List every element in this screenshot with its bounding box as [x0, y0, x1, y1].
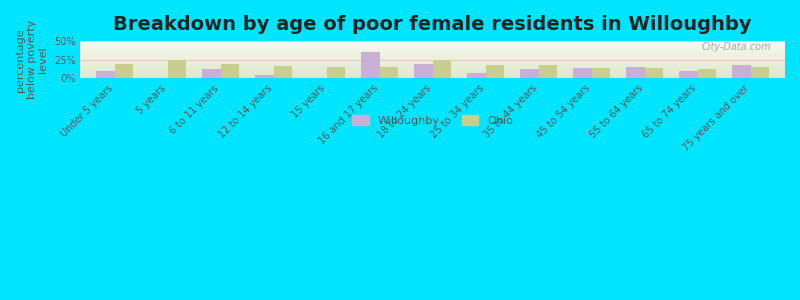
Bar — [80, 64, 785, 65]
Bar — [114, 64, 134, 79]
Bar — [80, 76, 785, 77]
Bar — [80, 71, 785, 72]
Bar — [80, 60, 785, 61]
Bar — [626, 67, 645, 79]
Bar — [168, 60, 186, 79]
Bar — [80, 55, 785, 56]
Bar — [80, 68, 785, 69]
Title: Breakdown by age of poor female residents in Willoughby: Breakdown by age of poor female resident… — [114, 15, 752, 34]
Bar — [80, 63, 785, 64]
Bar — [80, 75, 785, 76]
Bar — [520, 70, 538, 79]
Bar — [679, 71, 698, 79]
Bar — [80, 44, 785, 45]
Bar — [591, 68, 610, 79]
Y-axis label: percentage
below poverty
level: percentage below poverty level — [15, 20, 48, 99]
Bar — [80, 61, 785, 62]
Bar — [414, 64, 433, 79]
Bar — [80, 47, 785, 48]
Bar — [80, 57, 785, 58]
Bar — [80, 46, 785, 47]
Bar — [80, 69, 785, 70]
Bar — [80, 41, 785, 42]
Bar — [255, 75, 274, 79]
Bar — [80, 65, 785, 66]
Bar — [750, 67, 769, 79]
Bar — [80, 45, 785, 46]
Bar — [80, 73, 785, 74]
Bar — [80, 78, 785, 79]
Bar — [80, 70, 785, 71]
Bar — [538, 65, 557, 79]
Bar — [80, 66, 785, 67]
Bar — [732, 65, 750, 79]
Bar — [80, 48, 785, 49]
Bar — [96, 71, 114, 79]
Bar — [80, 62, 785, 63]
Bar — [645, 68, 663, 79]
Bar — [573, 68, 591, 79]
Bar — [80, 56, 785, 57]
Bar — [80, 58, 785, 59]
Bar — [80, 59, 785, 60]
Bar — [486, 65, 504, 79]
Bar — [80, 53, 785, 54]
Bar — [80, 49, 785, 50]
Bar — [80, 72, 785, 73]
Text: City-Data.com: City-Data.com — [702, 42, 771, 52]
Bar — [467, 73, 486, 79]
Bar — [361, 52, 380, 79]
Bar — [326, 67, 345, 79]
Bar — [698, 69, 716, 79]
Bar — [221, 64, 239, 79]
Bar — [380, 67, 398, 79]
Bar — [433, 60, 451, 79]
Bar — [80, 74, 785, 75]
Bar — [80, 42, 785, 43]
Bar — [80, 54, 785, 55]
Bar — [80, 52, 785, 53]
Bar — [80, 43, 785, 44]
Bar — [80, 50, 785, 51]
Bar — [80, 77, 785, 78]
Legend: Willoughby, Ohio: Willoughby, Ohio — [348, 111, 518, 130]
Bar — [80, 51, 785, 52]
Bar — [202, 70, 221, 79]
Bar — [80, 67, 785, 68]
Bar — [274, 66, 292, 79]
